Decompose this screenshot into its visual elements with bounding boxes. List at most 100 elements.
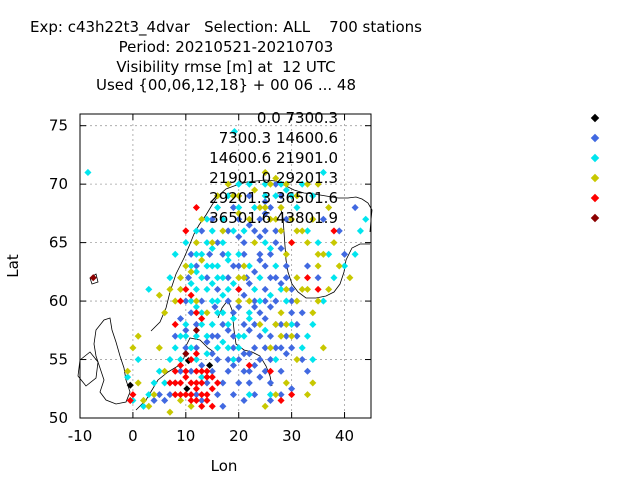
data-point (235, 192, 243, 200)
data-point (272, 297, 280, 305)
data-point (171, 344, 179, 352)
data-point (277, 391, 285, 399)
data-point (266, 303, 275, 311)
data-point (293, 297, 301, 305)
data-point (325, 204, 333, 212)
data-point (176, 361, 185, 369)
data-point (288, 239, 296, 247)
data-point (166, 274, 174, 282)
data-point (256, 297, 264, 305)
data-point (293, 320, 301, 328)
data-point (182, 326, 190, 334)
data-point (171, 332, 179, 340)
data-point (256, 256, 264, 264)
data-point (335, 227, 343, 235)
data-point (245, 280, 253, 288)
data-point (198, 256, 206, 264)
data-point (245, 192, 253, 200)
data-point (256, 320, 264, 328)
data-point (235, 233, 243, 241)
data-point (166, 408, 174, 416)
data-point (124, 373, 132, 381)
data-point (230, 128, 239, 136)
data-point (229, 262, 237, 270)
data-point (182, 344, 190, 352)
data-point (219, 291, 227, 299)
data-point (208, 297, 216, 305)
data-point (282, 215, 290, 223)
chart-title-line-2: Period: 20210521-20210703 (118, 38, 334, 56)
data-point (235, 180, 243, 188)
data-point (208, 350, 216, 358)
data-point (224, 367, 232, 375)
chart-title-line-4: Used {00,06,12,18} + 00 06 ... 48 (95, 76, 357, 94)
data-point (309, 379, 317, 387)
data-point (192, 350, 200, 358)
data-point (211, 303, 219, 311)
data-point (182, 320, 190, 328)
data-point (161, 309, 169, 317)
data-point (277, 344, 285, 352)
data-point (261, 227, 269, 235)
data-point (182, 297, 190, 305)
data-point (288, 344, 296, 352)
data-point (176, 285, 185, 293)
data-point (219, 227, 227, 235)
data-point (335, 262, 343, 270)
y-tick-label: 60 (49, 292, 68, 310)
data-point (229, 280, 237, 288)
data-point (314, 274, 322, 282)
data-point (145, 391, 153, 399)
data-point (277, 180, 285, 188)
data-point (272, 320, 280, 328)
data-point (134, 356, 142, 364)
data-point (303, 274, 312, 282)
coastline-ireland (77, 351, 99, 387)
data-point (126, 381, 134, 389)
data-point (187, 280, 195, 288)
data-point (134, 332, 142, 340)
data-point (272, 262, 280, 270)
data-point (272, 227, 280, 235)
data-point (224, 250, 232, 258)
y-tick-label: 70 (49, 175, 68, 193)
data-point (251, 297, 259, 305)
data-point (266, 180, 275, 188)
data-point (282, 379, 290, 387)
data-point (240, 320, 248, 328)
data-point (198, 309, 206, 317)
data-point (277, 332, 285, 340)
data-point (251, 186, 259, 194)
data-point (224, 180, 232, 188)
data-point (282, 332, 290, 340)
data-point (224, 297, 232, 305)
data-point (214, 332, 222, 340)
data-point (198, 367, 206, 375)
x-tick-label: 0 (128, 427, 138, 445)
data-point (298, 285, 306, 293)
data-point (288, 297, 296, 305)
data-point (341, 250, 349, 258)
data-point (240, 227, 248, 235)
data-point (129, 344, 137, 352)
data-point (319, 297, 327, 305)
data-point (214, 192, 222, 200)
data-point (129, 391, 137, 399)
data-point (198, 402, 206, 410)
data-point (235, 204, 243, 212)
data-point (277, 227, 285, 235)
data-point (266, 344, 275, 352)
data-point (192, 396, 200, 404)
coastline-britain (93, 317, 131, 405)
data-point (192, 320, 200, 328)
data-point (229, 315, 237, 323)
data-point (282, 297, 290, 305)
data-point (346, 274, 354, 282)
data-point (282, 320, 290, 328)
data-point (224, 256, 232, 264)
data-point (293, 332, 301, 340)
data-point (208, 239, 216, 247)
data-point (245, 180, 253, 188)
data-point (219, 338, 227, 346)
data-point (192, 297, 200, 305)
